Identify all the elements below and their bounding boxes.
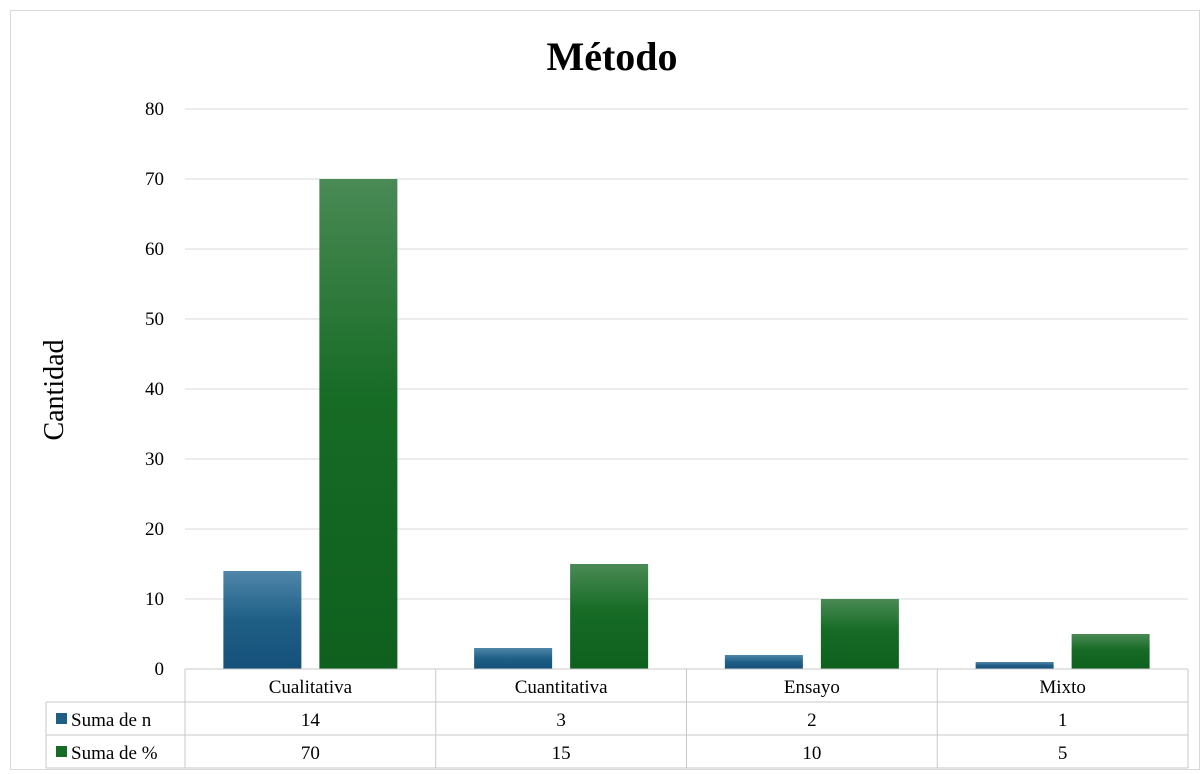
bar-n-cualitativa	[223, 571, 302, 669]
table-value: 2	[807, 710, 817, 731]
y-tick-label: 10	[145, 589, 164, 610]
y-tick-label: 40	[145, 379, 164, 400]
y-tick-label: 30	[145, 449, 164, 470]
y-tick-label: 80	[145, 99, 164, 120]
legend-swatch	[56, 746, 67, 757]
bar-n-mixto	[975, 662, 1054, 669]
table-value: 5	[1058, 743, 1068, 764]
table-value: 3	[556, 710, 566, 731]
bar-pct-cualitativa	[319, 179, 398, 669]
bar-pct-cuantitativa	[570, 564, 649, 669]
y-tick-label: 70	[145, 169, 164, 190]
bars	[223, 179, 1150, 669]
table-value: 70	[301, 743, 320, 764]
bar-pct-mixto	[1071, 634, 1150, 669]
y-axis-ticks: 0 10 20 30 40 50 60 70 80	[145, 99, 164, 680]
legend-label: Suma de n	[71, 710, 152, 731]
x-category-label: Cualitativa	[269, 677, 353, 698]
y-tick-label: 50	[145, 309, 164, 330]
table-value: 1	[1058, 710, 1068, 731]
y-tick-label: 60	[145, 239, 164, 260]
x-category-label: Ensayo	[784, 677, 840, 698]
data-table: Cualitativa Cuantitativa Ensayo Mixto Suma d…	[45, 668, 1189, 769]
legend-label: Suma de %	[71, 743, 158, 764]
bar-n-cuantitativa	[474, 648, 553, 669]
y-tick-label: 0	[155, 659, 165, 680]
table-value: 14	[301, 710, 321, 731]
bar-n-ensayo	[724, 655, 803, 669]
y-tick-label: 20	[145, 519, 164, 540]
table-value: 15	[552, 743, 571, 764]
y-axis-label: Cantidad	[39, 339, 70, 440]
chart-title: Método	[546, 34, 677, 79]
x-category-label: Cuantitativa	[515, 677, 608, 698]
table-value: 10	[802, 743, 821, 764]
bar-pct-ensayo	[820, 599, 899, 669]
x-category-label: Mixto	[1039, 677, 1085, 698]
legend-swatch	[56, 713, 67, 724]
